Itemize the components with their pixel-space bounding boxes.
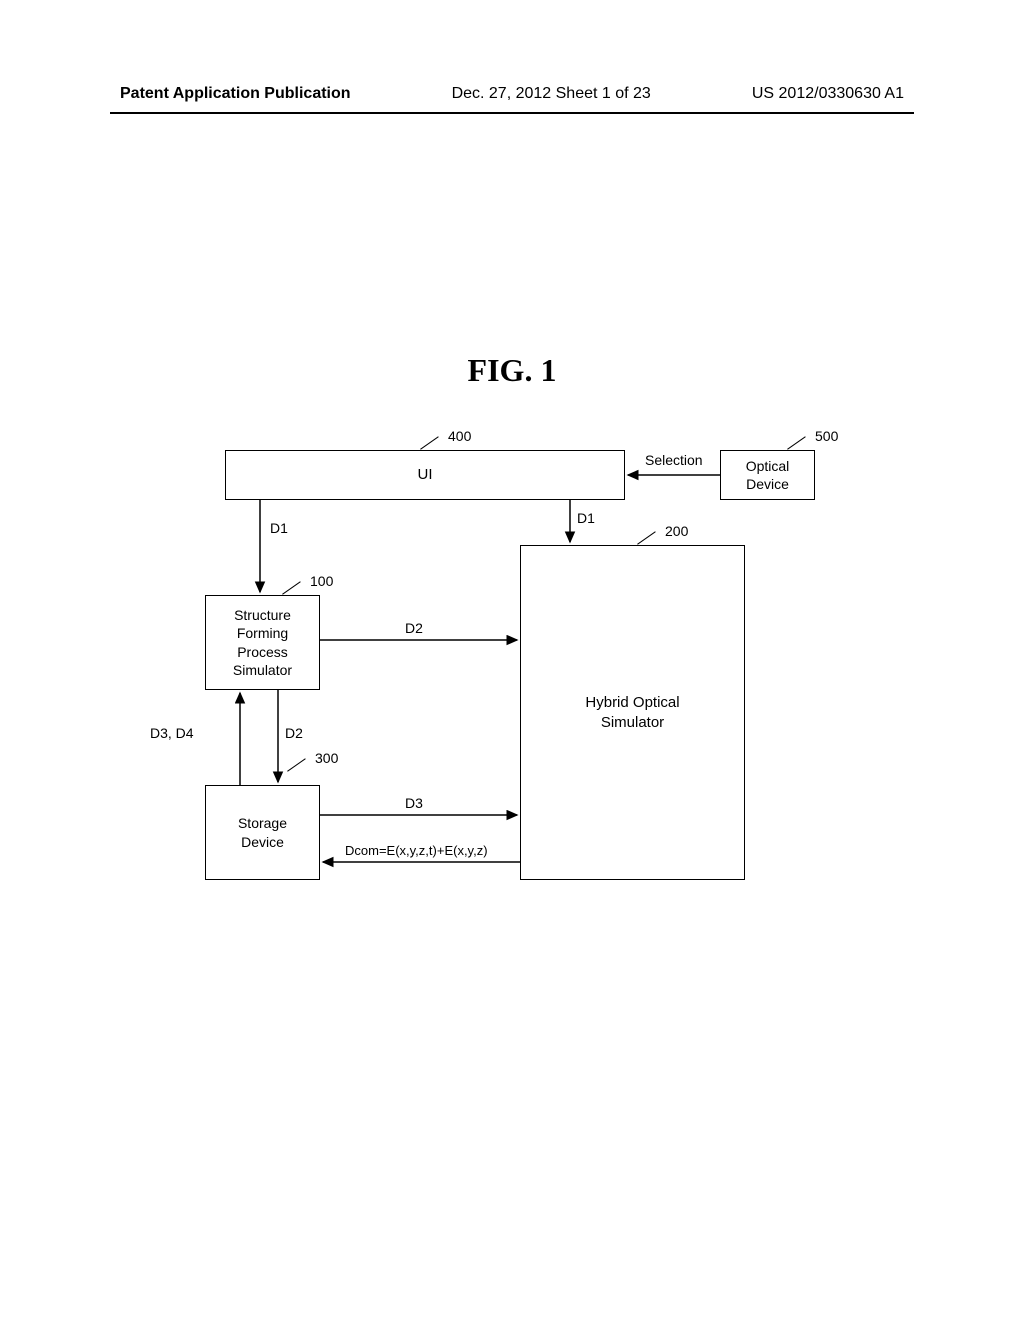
header-divider — [110, 112, 914, 114]
block-diagram: UI 400 Optical Device 500 Structure Form… — [150, 430, 870, 930]
header-center: Dec. 27, 2012 Sheet 1 of 23 — [452, 85, 651, 103]
figure-title: FIG. 1 — [0, 352, 1024, 389]
page-header: Patent Application Publication Dec. 27, … — [120, 85, 904, 103]
header-right: US 2012/0330630 A1 — [752, 85, 904, 103]
header-left: Patent Application Publication — [120, 85, 351, 103]
diagram-arrows — [150, 430, 870, 930]
